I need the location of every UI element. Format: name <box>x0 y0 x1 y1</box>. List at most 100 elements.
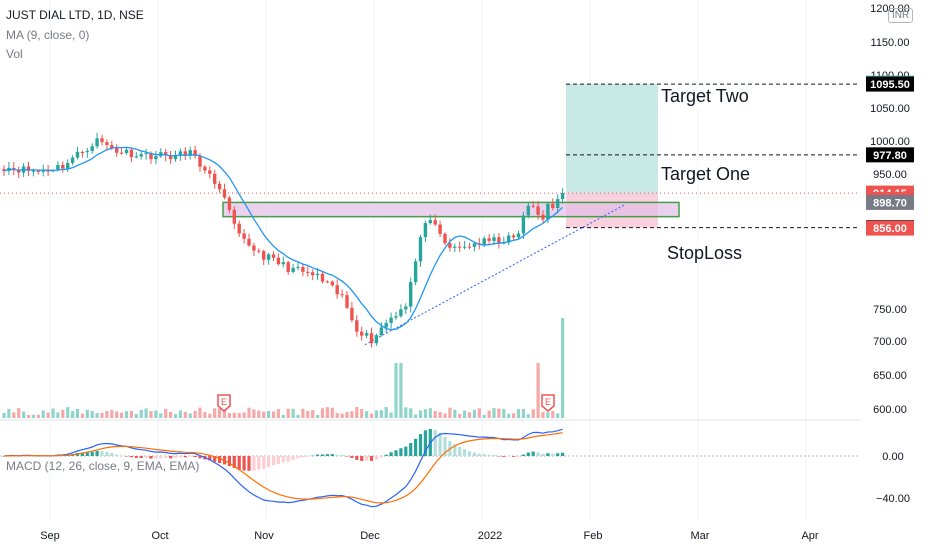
candle-body <box>281 262 285 265</box>
macd-histogram-bar <box>350 456 354 458</box>
candle-body <box>448 243 452 248</box>
candle-body <box>315 273 320 276</box>
volume-bar <box>218 408 222 418</box>
macd-histogram-bar <box>330 454 334 456</box>
macd-histogram-bar <box>335 454 339 456</box>
candle-body <box>560 193 565 200</box>
volume-bar <box>394 363 398 418</box>
volume-bar <box>75 408 80 418</box>
candle-body <box>266 254 271 260</box>
candle-body <box>237 223 241 234</box>
macd-histogram-bar <box>2 456 6 457</box>
price-badge <box>866 76 914 92</box>
macd-histogram-bar <box>418 434 423 456</box>
volume-bar <box>262 411 266 418</box>
volume-bar <box>7 408 11 418</box>
price-badge-label: 977.80 <box>873 150 907 162</box>
volume-bar <box>17 408 21 418</box>
volume-bar <box>512 413 516 418</box>
candle-body <box>95 138 99 147</box>
stop-loss-label: StopLoss <box>664 243 746 264</box>
candle-body <box>306 271 310 273</box>
price-badge-label: 898.70 <box>873 197 907 209</box>
candle-body <box>262 251 266 260</box>
macd-histogram-bar <box>110 453 114 456</box>
target-zone <box>566 84 658 194</box>
volume-bar <box>497 408 501 418</box>
volume-bar <box>472 409 476 418</box>
volume-bar <box>56 412 60 418</box>
volume-bar <box>110 410 114 418</box>
candle-body <box>521 215 526 234</box>
candle-body <box>423 223 428 238</box>
candle-body <box>257 250 261 252</box>
volume-bar <box>423 409 427 418</box>
candle-body <box>222 189 227 198</box>
volume-bar <box>561 318 565 418</box>
macd-histogram-bar <box>487 454 491 456</box>
macd-histogram-bar <box>379 456 383 458</box>
macd-histogram-bar <box>384 454 388 456</box>
macd-histogram-bar <box>438 432 442 456</box>
candle-body <box>335 285 339 295</box>
candle-body <box>374 335 379 344</box>
volume-bar <box>271 411 276 418</box>
volume-bar <box>448 407 452 418</box>
macd-histogram-bar <box>227 456 231 467</box>
macd-histogram-bar <box>252 456 256 471</box>
volume-bar <box>301 408 305 418</box>
candle-body <box>70 157 75 163</box>
candle-body <box>526 205 530 216</box>
signal-line <box>3 432 563 504</box>
candle-body <box>384 322 388 328</box>
volume-bar <box>340 413 344 418</box>
macd-histogram-bar <box>409 443 413 456</box>
price-tick-label: 650.00 <box>873 370 907 382</box>
price-tick-label: 1150.00 <box>871 37 910 49</box>
volume-bar <box>46 412 50 418</box>
macd-histogram-bar <box>144 456 148 458</box>
volume-bar <box>531 409 535 418</box>
candle-body <box>173 154 178 160</box>
macd-histogram-bar <box>316 454 320 456</box>
volume-bar <box>345 412 349 418</box>
candle-body <box>75 151 80 158</box>
price-tick-label: 600.00 <box>873 404 907 416</box>
candle-body <box>389 317 393 323</box>
candle-body <box>511 235 516 238</box>
macd-histogram-bar <box>556 453 560 456</box>
currency-badge[interactable]: INR <box>888 8 914 23</box>
ma-legend[interactable]: MA (9, close, 0) <box>6 28 90 42</box>
macd-legend[interactable]: MACD (12, 26, close, 9, EMA, EMA) <box>6 459 200 473</box>
resistance-zone <box>222 201 680 218</box>
volume-bar <box>433 411 437 418</box>
candle-body <box>217 183 222 190</box>
macd-histogram-bar <box>173 456 178 459</box>
candle-body <box>110 144 114 149</box>
volume-legend[interactable]: Vol <box>6 47 23 61</box>
candle-body <box>61 164 65 169</box>
time-tick-label: Mar <box>691 530 710 542</box>
volume-bar <box>463 410 467 418</box>
macd-histogram-bar <box>159 456 163 459</box>
volume-bar <box>458 413 462 418</box>
volume-bar <box>320 408 325 418</box>
candle-body <box>115 148 119 153</box>
macd-tick-label: −40.00 <box>876 493 910 505</box>
macd-histogram-bar <box>492 455 496 456</box>
volume-bar <box>31 414 35 418</box>
volume-bar <box>178 410 182 418</box>
candle-body <box>139 154 143 157</box>
candle-body <box>2 169 6 171</box>
time-tick-label: Feb <box>584 530 603 542</box>
candle-body <box>345 295 349 308</box>
macd-histogram-bar <box>193 456 197 458</box>
symbol-legend[interactable]: JUST DIAL LTD, 1D, NSE <box>6 8 144 22</box>
volume-bar <box>222 409 227 418</box>
macd-histogram-bar <box>345 456 349 457</box>
volume-bar <box>105 411 109 418</box>
macd-histogram-bar <box>276 456 280 464</box>
candle-body <box>507 235 511 243</box>
volume-bar <box>232 412 236 418</box>
